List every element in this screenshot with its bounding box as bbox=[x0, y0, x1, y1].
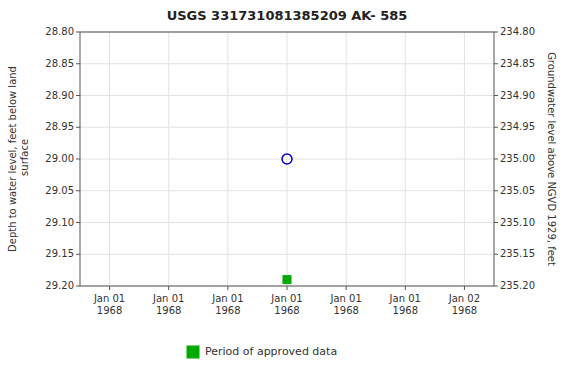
tick bbox=[76, 222, 80, 223]
tick-label: 234.90 bbox=[500, 90, 535, 101]
grid-line bbox=[227, 32, 228, 286]
tick bbox=[464, 286, 465, 290]
tick-label: 29.10 bbox=[45, 217, 74, 228]
tick bbox=[494, 32, 498, 33]
axes: 28.80 28.85 28.90 28.95 29.00 29.05 29.10 29.15… bbox=[45, 26, 535, 316]
tick bbox=[76, 127, 80, 128]
text-line: Depth to water level, feet below land bbox=[7, 66, 18, 252]
point bbox=[282, 154, 292, 164]
axis-label: Groundwater level above NGVD 1929, feet bbox=[546, 52, 557, 266]
plot-frame bbox=[80, 32, 494, 286]
tick-label: 234.85 bbox=[500, 58, 535, 69]
legend-swatch bbox=[187, 346, 199, 358]
text-line: Jan 01 bbox=[389, 293, 421, 304]
tick bbox=[494, 254, 498, 255]
tick bbox=[76, 95, 80, 96]
tick bbox=[109, 286, 110, 290]
grid-line bbox=[405, 32, 406, 286]
tick bbox=[494, 190, 498, 191]
axis-label: Depth to water level, feet below land su… bbox=[7, 66, 30, 252]
tick-label: Jan 021968 bbox=[448, 293, 480, 316]
tick-label: Jan 011968 bbox=[93, 293, 125, 316]
tick-label: Jan 011968 bbox=[152, 293, 184, 316]
marks bbox=[282, 154, 292, 284]
tick-label: 234.95 bbox=[500, 121, 535, 132]
text-line: Jan 01 bbox=[152, 293, 184, 304]
text-line: Jan 01 bbox=[93, 293, 125, 304]
grid-line bbox=[346, 32, 347, 286]
tick bbox=[76, 286, 80, 287]
text-line: surface bbox=[19, 139, 30, 179]
text-line: Jan 01 bbox=[270, 293, 302, 304]
tick-label: 235.05 bbox=[500, 185, 535, 196]
tick-label: 28.80 bbox=[45, 26, 74, 37]
text-line: 1968 bbox=[156, 305, 181, 316]
tick-label: 28.85 bbox=[45, 58, 74, 69]
tick-label: 235.00 bbox=[500, 153, 535, 164]
tick-label: 28.90 bbox=[45, 90, 74, 101]
tick-label: 29.15 bbox=[45, 248, 74, 259]
grid-line bbox=[109, 32, 110, 286]
grid-line bbox=[168, 32, 169, 286]
background bbox=[0, 0, 576, 384]
tick bbox=[494, 222, 498, 223]
tick bbox=[168, 286, 169, 290]
tick bbox=[494, 95, 498, 96]
tick-label: Jan 011968 bbox=[329, 293, 361, 316]
tick-label: 235.10 bbox=[500, 217, 535, 228]
tick-label: 29.05 bbox=[45, 185, 74, 196]
text-line: 1968 bbox=[215, 305, 240, 316]
tick bbox=[494, 286, 498, 287]
tick bbox=[494, 159, 498, 160]
tick-label: 29.20 bbox=[45, 280, 74, 291]
grid bbox=[80, 32, 494, 286]
tick bbox=[494, 127, 498, 128]
chart: 28.80 28.85 28.90 28.95 29.00 29.05 29.10 29.15… bbox=[0, 0, 576, 384]
tick-label: 235.20 bbox=[500, 280, 535, 291]
tick bbox=[76, 159, 80, 160]
text-line: 1968 bbox=[274, 305, 299, 316]
tick bbox=[76, 190, 80, 191]
tick bbox=[346, 286, 347, 290]
point bbox=[283, 276, 291, 284]
grid-line bbox=[464, 32, 465, 286]
tick bbox=[494, 63, 498, 64]
tick bbox=[76, 32, 80, 33]
tick bbox=[227, 286, 228, 290]
text-line: Jan 01 bbox=[211, 293, 243, 304]
text-line: 1968 bbox=[97, 305, 122, 316]
text-line: Jan 01 bbox=[329, 293, 361, 304]
tick bbox=[76, 254, 80, 255]
tick-label: Jan 011968 bbox=[270, 293, 302, 316]
tick bbox=[76, 63, 80, 64]
text-line: 1968 bbox=[333, 305, 358, 316]
tick-label: Jan 011968 bbox=[389, 293, 421, 316]
tick-label: 234.80 bbox=[500, 26, 535, 37]
tick bbox=[287, 286, 288, 290]
tick-label: 235.15 bbox=[500, 248, 535, 259]
legend: Period of approved data bbox=[187, 345, 337, 358]
tick-label: Jan 011968 bbox=[211, 293, 243, 316]
text-line: 1968 bbox=[452, 305, 477, 316]
tick bbox=[405, 286, 406, 290]
grid-line bbox=[287, 32, 288, 286]
title: USGS 331731081385209 AK- 585 bbox=[167, 8, 408, 23]
tick-label: 29.00 bbox=[45, 153, 74, 164]
legend-label: Period of approved data bbox=[205, 345, 337, 358]
text-line: 1968 bbox=[393, 305, 418, 316]
tick-label: 28.95 bbox=[45, 121, 74, 132]
text-line: Jan 02 bbox=[448, 293, 480, 304]
